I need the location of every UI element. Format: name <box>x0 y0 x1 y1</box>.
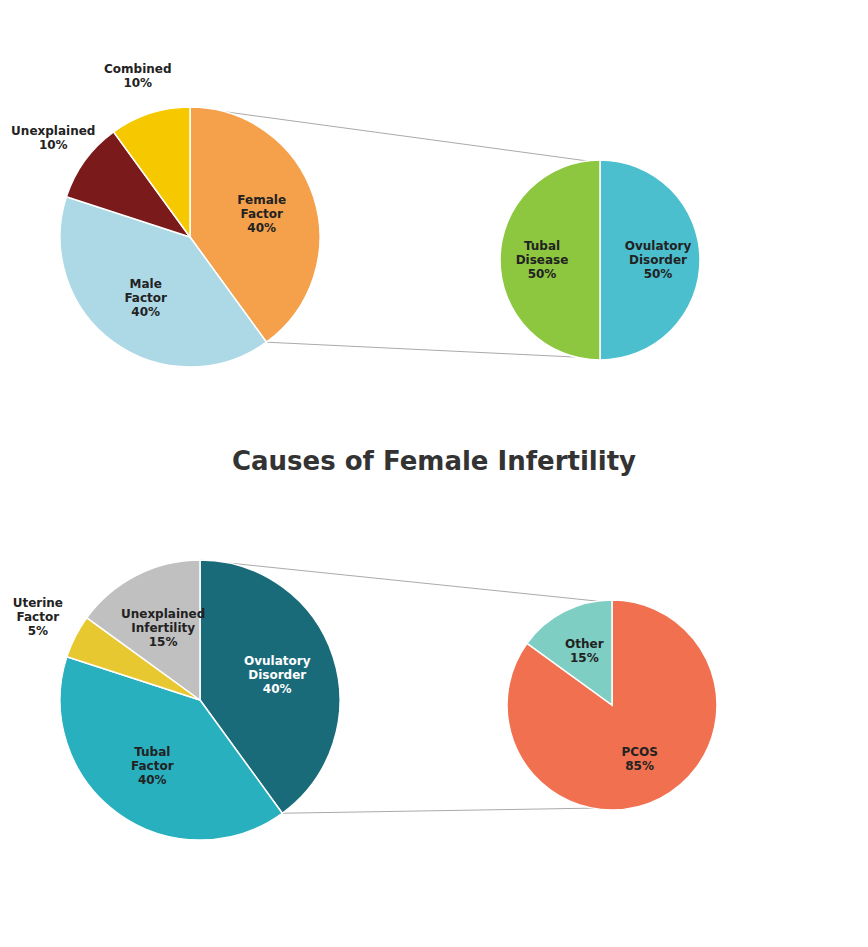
slice-label: UnexplainedInfertility <box>121 607 205 635</box>
pie-slice <box>114 107 190 237</box>
pie-labels: FemaleFactor40%MaleFactor40%Unexplained1… <box>11 62 286 319</box>
slice-label: TubalFactor <box>131 745 174 773</box>
slice-label: MaleFactor <box>124 277 167 305</box>
chart-title: Causes of Female Infertility <box>232 446 636 476</box>
slice-label: UterineFactor <box>13 596 63 624</box>
pie <box>500 160 700 360</box>
slice-label: Other <box>565 637 604 651</box>
pie-slice <box>500 160 600 360</box>
data-label: 50% <box>644 267 673 281</box>
chart-root: FemaleFactor40%MaleFactor40%Unexplained1… <box>0 0 868 947</box>
data-label: 40% <box>131 305 160 319</box>
data-label: 15% <box>570 651 599 665</box>
data-label: 40% <box>263 682 292 696</box>
data-label: 40% <box>247 221 276 235</box>
slice-label: FemaleFactor <box>237 193 286 221</box>
connector-line <box>282 808 606 813</box>
pie-labels: OvulatoryDisorder40%TubalFactor40%Uterin… <box>13 596 311 786</box>
pie-slice <box>87 560 200 700</box>
pie <box>60 107 320 367</box>
data-label: 10% <box>39 138 68 152</box>
slice-label: OvulatoryDisorder <box>244 654 311 682</box>
data-label: 15% <box>149 635 178 649</box>
slice-label: TubalDisease <box>516 239 569 267</box>
pie <box>507 600 717 810</box>
data-label: 40% <box>138 773 167 787</box>
data-label: 85% <box>625 759 654 773</box>
slice-label: OvulatoryDisorder <box>625 239 692 267</box>
pie-slice <box>527 600 612 705</box>
pie-slice <box>507 600 717 810</box>
pie-labels: PCOS85% Other15% <box>565 637 658 774</box>
data-label: 10% <box>123 76 152 90</box>
slice-label: Combined <box>104 62 172 76</box>
slice-label: Unexplained <box>11 124 95 138</box>
pie-labels: OvulatoryDisorder50%TubalDisease50% <box>516 239 692 281</box>
pie-slice <box>600 160 700 360</box>
data-label: 50% <box>528 267 557 281</box>
data-label: 5% <box>28 624 48 638</box>
slice-label: PCOS <box>621 745 657 759</box>
pie <box>60 560 340 840</box>
